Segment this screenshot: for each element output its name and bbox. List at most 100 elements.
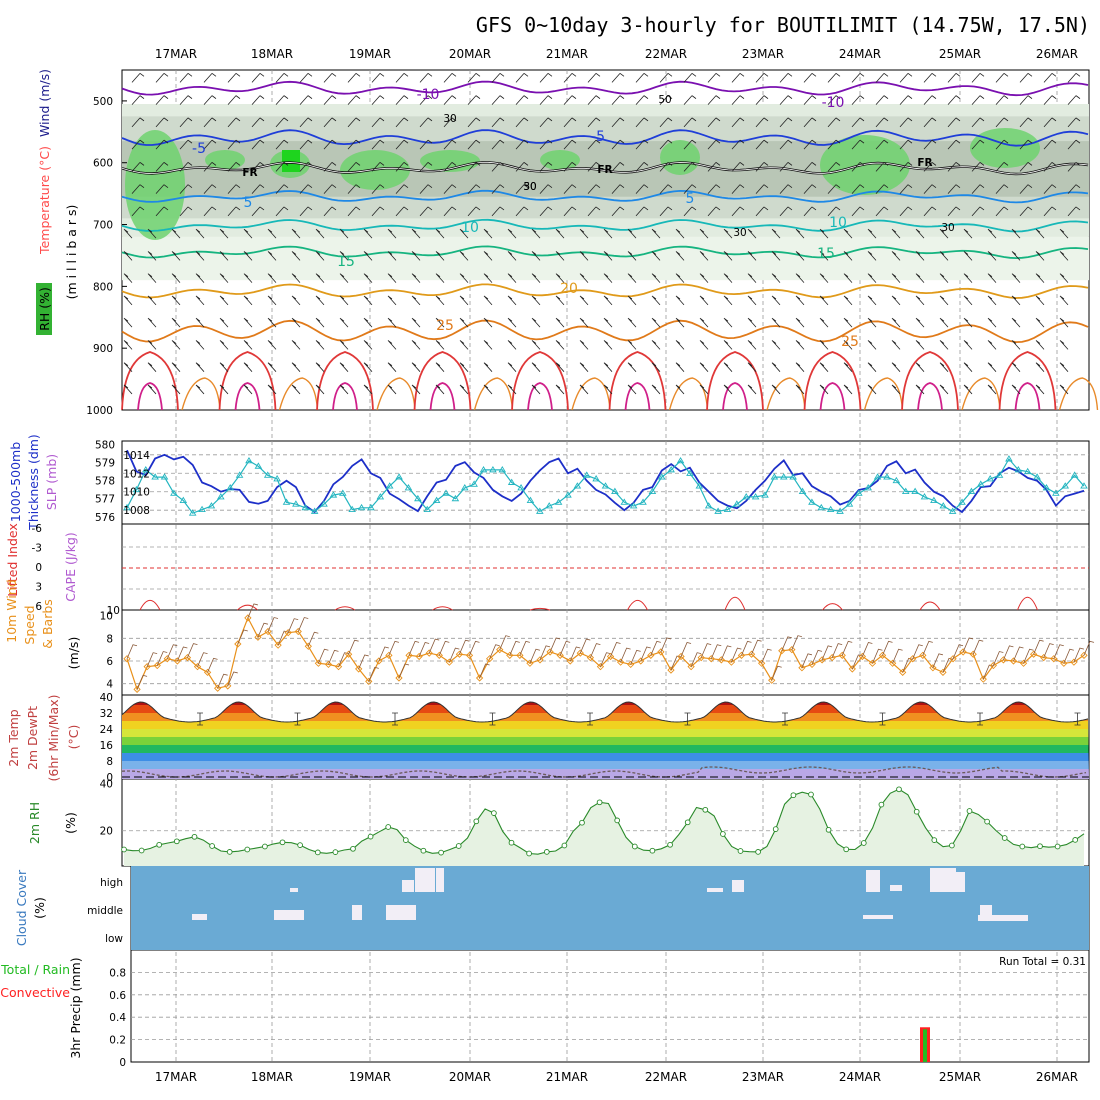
thickness-point: [1052, 489, 1060, 496]
wind-barb: [915, 384, 925, 395]
wind-barb: [131, 95, 145, 105]
wind-barb: [1013, 646, 1024, 662]
wind-barb: [635, 206, 649, 217]
wind-barb: [299, 162, 313, 172]
wind-barb: [779, 206, 793, 217]
wind-barb: [867, 295, 877, 306]
rh-point: [279, 839, 286, 846]
wind-barb: [947, 206, 961, 217]
contour-label: 5: [244, 195, 253, 211]
wind-barb: [371, 162, 385, 172]
slp-tick: 1012: [123, 468, 150, 480]
wind-barb: [603, 273, 613, 283]
rh-point: [209, 843, 215, 849]
wind-barb: [771, 251, 781, 261]
rh-point: [491, 810, 497, 816]
wind-speed-point: [496, 646, 504, 654]
wind-barb: [683, 139, 697, 150]
wind-barb: [675, 295, 685, 306]
wind-barb: [963, 251, 973, 261]
wind-barb: [411, 228, 421, 239]
wind-barb: [467, 162, 481, 172]
thickness-point: [1033, 473, 1041, 480]
warm-contour: [413, 351, 472, 411]
orange-contour: [863, 377, 904, 411]
wind-barb: [1067, 206, 1081, 217]
wind-barb: [851, 73, 865, 83]
wind-speed-point: [526, 659, 534, 667]
thickness-point: [526, 496, 535, 503]
wind-speed-point: [657, 648, 665, 656]
wind-speed-line: [126, 616, 1085, 691]
wind-barb: [123, 273, 133, 283]
wind-barb: [987, 228, 997, 239]
wind-barb: [659, 139, 673, 150]
temp-tick: 0: [106, 772, 113, 784]
lifted-index-tick: 3: [35, 582, 42, 594]
wind-barb: [603, 251, 613, 261]
wind-barb: [827, 184, 841, 194]
wind-barb: [700, 643, 712, 658]
lifted-index-tick: 0: [35, 562, 42, 574]
wind-barb: [987, 317, 997, 328]
contour-label: -5: [192, 141, 206, 157]
wind-speed-point: [899, 668, 907, 676]
thickness-point: [648, 487, 657, 494]
minmax-bar: [489, 712, 496, 726]
wind-barb: [627, 362, 637, 372]
wind-barb: [411, 273, 421, 283]
orange-contour: [181, 377, 221, 411]
wind-barb: [555, 273, 565, 283]
warm-core-contour: [234, 382, 261, 411]
wind-barb: [731, 162, 745, 172]
warm-contour: [706, 351, 764, 411]
wind-barb: [915, 228, 925, 239]
wind-barb: [875, 73, 889, 83]
wind-barb: [947, 95, 961, 105]
wind-barb: [1059, 340, 1069, 350]
rh-point: [226, 849, 233, 855]
wind-barb: [723, 362, 733, 372]
wind-speed-point: [506, 651, 514, 659]
wind-barb: [1059, 251, 1069, 261]
wind-barb: [611, 162, 625, 172]
wind-barb: [251, 206, 265, 217]
wind-barb: [539, 162, 553, 172]
wind-barb: [491, 95, 505, 105]
rh-point: [896, 786, 902, 793]
cape-axis-label: CAPE (J/kg): [63, 532, 78, 602]
wind-barb: [915, 295, 925, 306]
wind-barb: [972, 639, 984, 655]
wind-barb: [899, 139, 913, 150]
wind-barb: [761, 648, 772, 664]
lifted-index-bump: [237, 604, 258, 611]
wind-barb: [731, 206, 745, 217]
wind-barb: [707, 139, 721, 150]
wind-barb: [987, 340, 997, 350]
wind-barb: [195, 228, 205, 239]
wind-barb: [923, 73, 937, 83]
wind-barb: [947, 117, 961, 128]
wind-barb: [147, 362, 157, 372]
wind-barb: [660, 637, 672, 653]
thickness-point: [423, 505, 432, 513]
wind-barb: [851, 184, 865, 194]
wind-barb: [1011, 384, 1021, 395]
upper-wind-barbs: [123, 73, 1081, 395]
precip-conv-label: Convective: [0, 985, 70, 1000]
wind-barb: [1059, 362, 1069, 372]
wind-barb: [203, 206, 217, 217]
wind-barb: [651, 340, 661, 350]
wind-barb: [843, 340, 853, 350]
thickness-point: [920, 493, 929, 500]
wind-barb: [723, 251, 733, 261]
wind-barb: [707, 73, 721, 83]
wind-barb: [843, 251, 853, 261]
wind-barb: [707, 162, 721, 172]
wind-barb: [491, 206, 505, 217]
wind-speed-point: [143, 663, 151, 671]
minmax-bar: [392, 712, 398, 726]
wind-barb: [315, 384, 325, 395]
wind10-axis-label: 10m Wind: [4, 579, 19, 642]
warm-core-contour: [137, 382, 163, 411]
